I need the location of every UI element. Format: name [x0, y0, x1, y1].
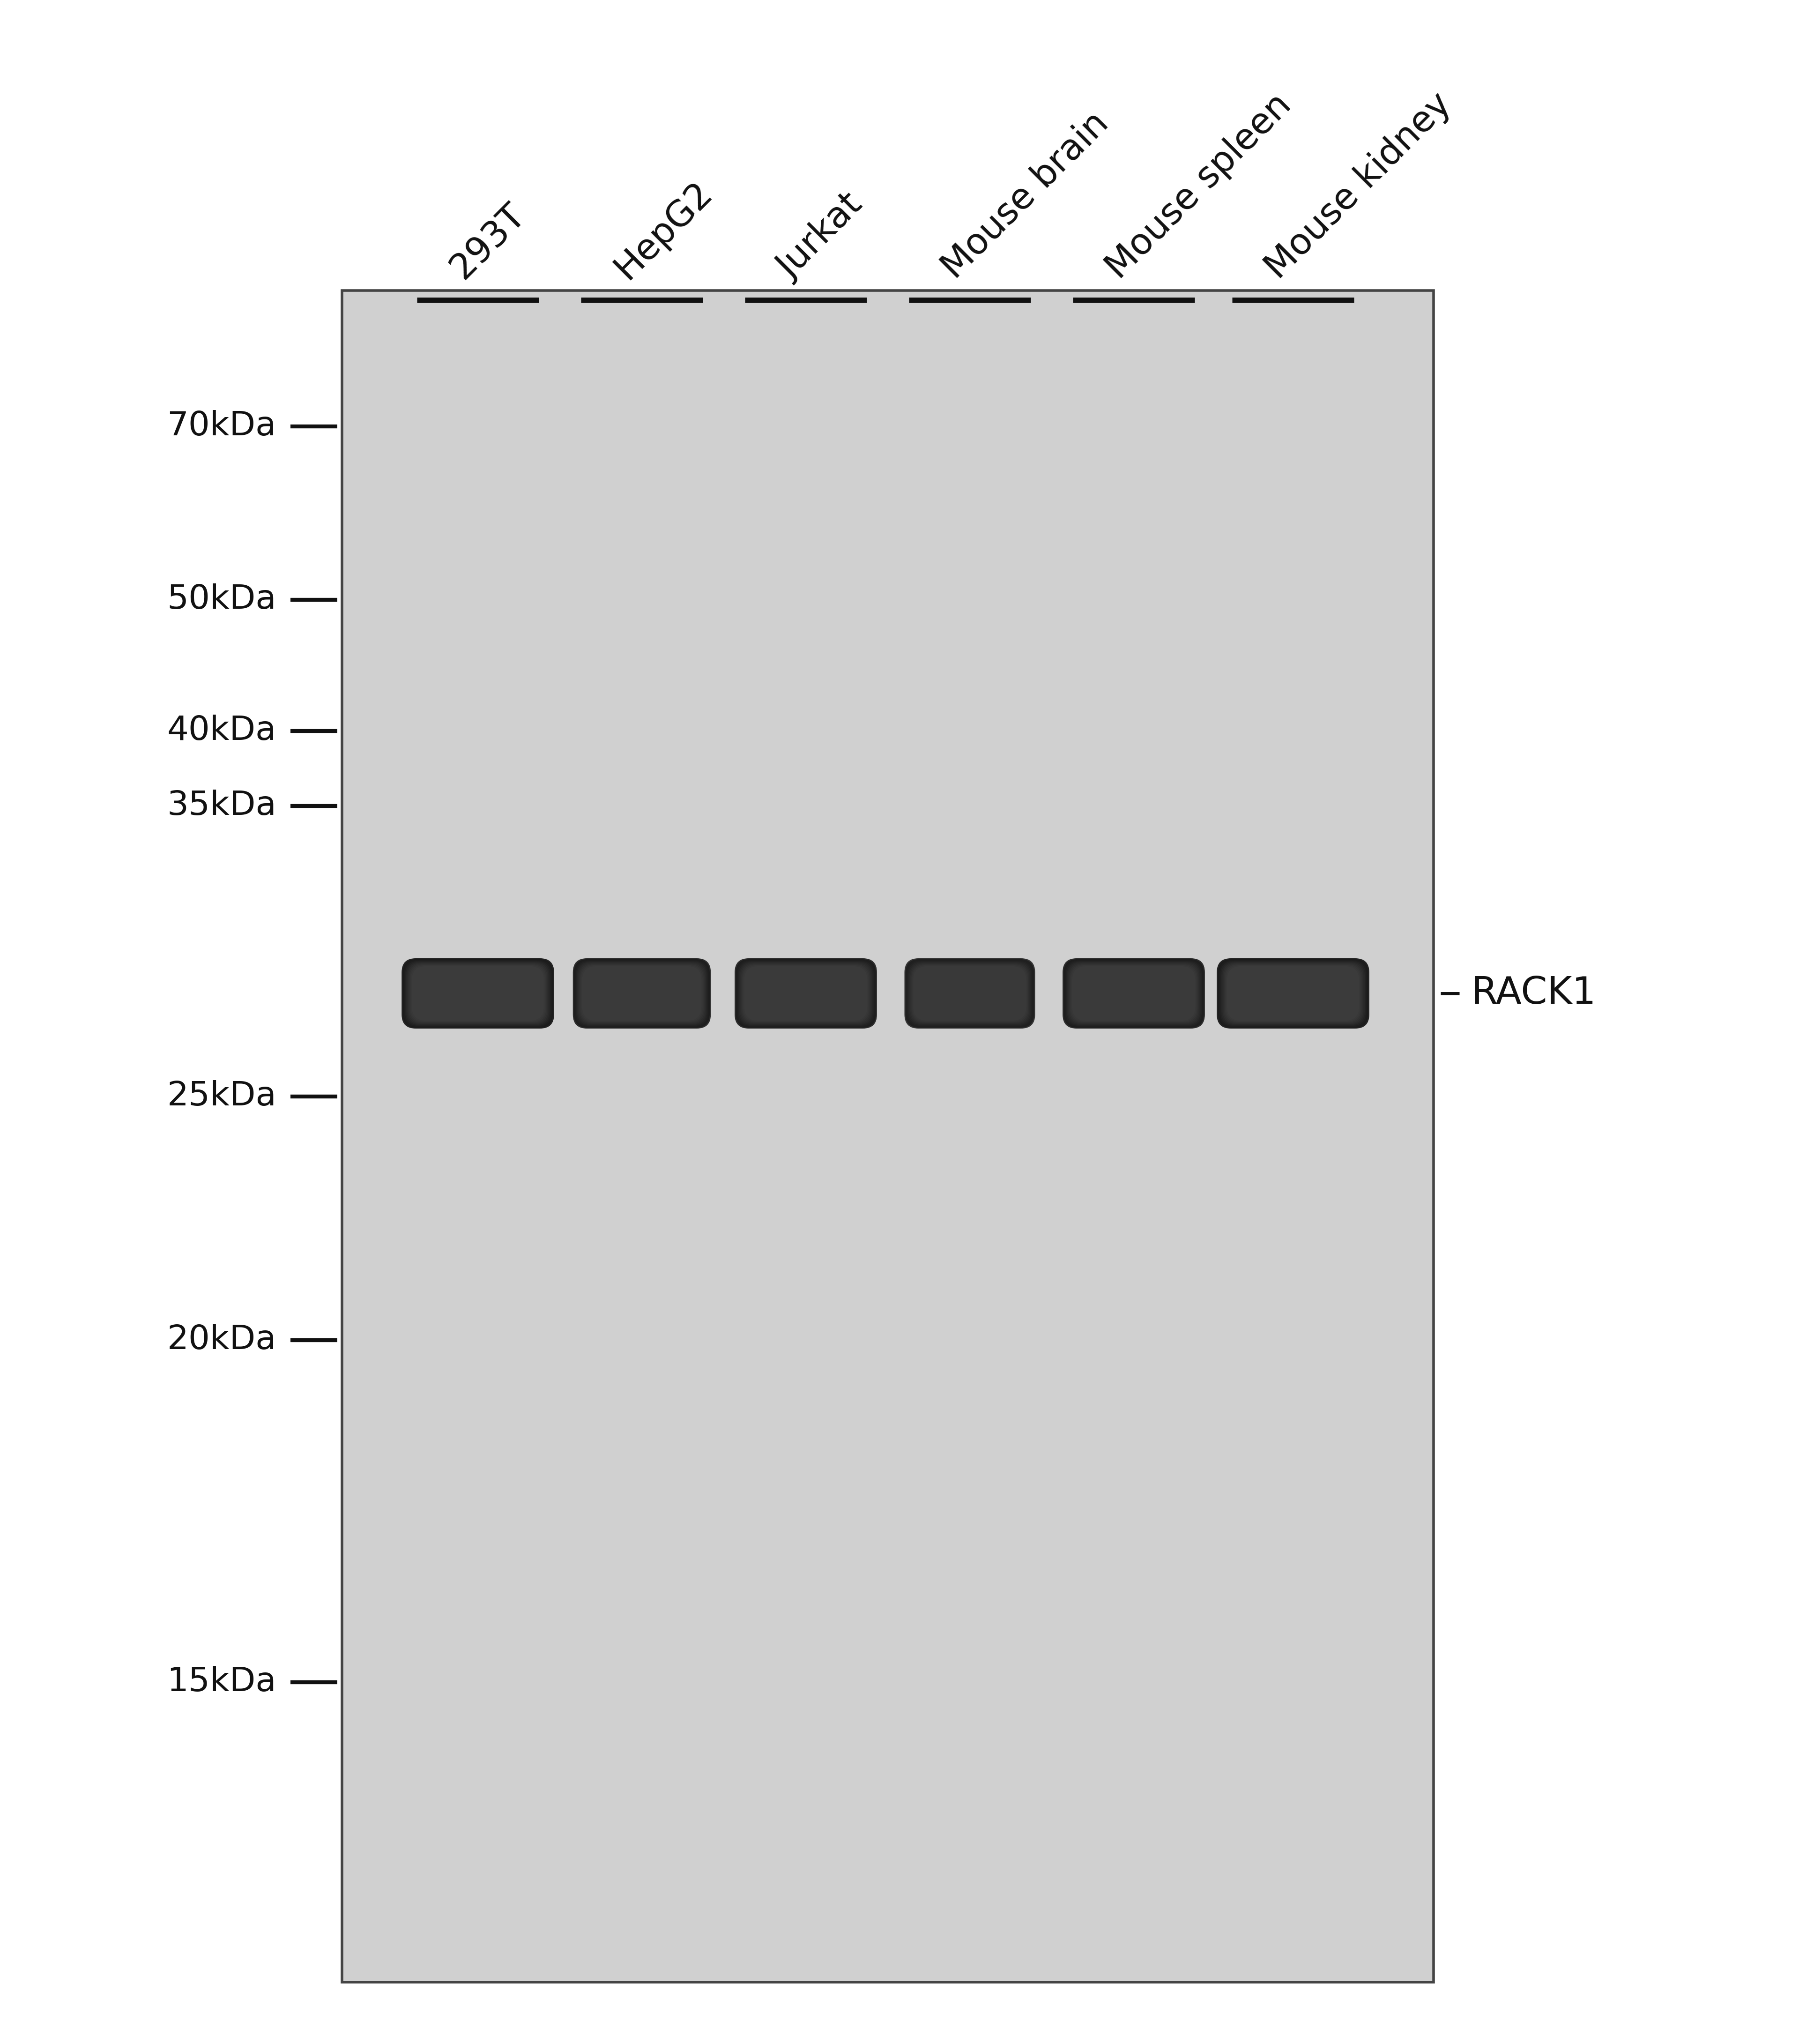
FancyBboxPatch shape [1070, 965, 1196, 1022]
FancyBboxPatch shape [912, 965, 1027, 1022]
FancyBboxPatch shape [743, 965, 869, 1022]
FancyBboxPatch shape [908, 963, 1031, 1024]
FancyBboxPatch shape [1225, 965, 1362, 1022]
Text: HepG2: HepG2 [608, 176, 720, 286]
FancyBboxPatch shape [734, 959, 876, 1028]
FancyBboxPatch shape [738, 961, 874, 1026]
FancyBboxPatch shape [407, 963, 549, 1024]
Text: 293T: 293T [444, 198, 533, 286]
FancyBboxPatch shape [410, 965, 547, 1022]
FancyBboxPatch shape [1223, 963, 1364, 1024]
FancyBboxPatch shape [412, 967, 543, 1020]
FancyBboxPatch shape [1070, 965, 1198, 1022]
FancyBboxPatch shape [912, 965, 1029, 1022]
FancyBboxPatch shape [577, 963, 705, 1024]
FancyBboxPatch shape [407, 963, 549, 1024]
Text: Mouse brain: Mouse brain [935, 106, 1115, 286]
FancyBboxPatch shape [910, 963, 1029, 1024]
FancyBboxPatch shape [738, 961, 874, 1026]
FancyBboxPatch shape [905, 959, 1034, 1028]
Text: 35kDa: 35kDa [167, 789, 277, 822]
FancyBboxPatch shape [1227, 967, 1358, 1020]
FancyBboxPatch shape [574, 959, 711, 1028]
Text: RACK1: RACK1 [1472, 975, 1596, 1012]
FancyBboxPatch shape [1220, 961, 1367, 1026]
FancyBboxPatch shape [743, 965, 869, 1022]
FancyBboxPatch shape [1225, 965, 1360, 1022]
Bar [342, 290, 1434, 1983]
FancyBboxPatch shape [1216, 959, 1369, 1028]
FancyBboxPatch shape [1223, 963, 1362, 1024]
FancyBboxPatch shape [907, 961, 1033, 1026]
FancyBboxPatch shape [745, 967, 867, 1020]
FancyBboxPatch shape [405, 961, 552, 1026]
FancyBboxPatch shape [914, 967, 1025, 1020]
FancyBboxPatch shape [739, 963, 873, 1024]
FancyBboxPatch shape [736, 959, 876, 1028]
FancyBboxPatch shape [1067, 963, 1200, 1024]
FancyBboxPatch shape [1063, 959, 1204, 1028]
FancyBboxPatch shape [577, 963, 707, 1024]
FancyBboxPatch shape [579, 965, 703, 1022]
FancyBboxPatch shape [576, 961, 709, 1026]
FancyBboxPatch shape [405, 961, 550, 1026]
FancyBboxPatch shape [1069, 963, 1200, 1024]
Text: Mouse kidney: Mouse kidney [1259, 86, 1459, 286]
FancyBboxPatch shape [583, 967, 702, 1020]
Text: 70kDa: 70kDa [167, 411, 277, 444]
FancyBboxPatch shape [410, 965, 545, 1022]
FancyBboxPatch shape [1063, 959, 1205, 1028]
Text: Mouse spleen: Mouse spleen [1099, 88, 1299, 286]
FancyBboxPatch shape [1220, 961, 1365, 1026]
Text: 15kDa: 15kDa [167, 1666, 277, 1699]
Text: 50kDa: 50kDa [167, 585, 277, 615]
FancyBboxPatch shape [401, 959, 554, 1028]
FancyBboxPatch shape [408, 963, 547, 1024]
FancyBboxPatch shape [907, 961, 1033, 1026]
FancyBboxPatch shape [1222, 963, 1365, 1024]
FancyBboxPatch shape [908, 963, 1031, 1024]
FancyBboxPatch shape [579, 963, 705, 1024]
Text: 20kDa: 20kDa [167, 1325, 277, 1357]
FancyBboxPatch shape [572, 959, 711, 1028]
FancyBboxPatch shape [581, 965, 703, 1022]
FancyBboxPatch shape [1069, 963, 1198, 1024]
Text: Jurkat: Jurkat [772, 188, 871, 286]
FancyBboxPatch shape [1218, 959, 1367, 1028]
FancyBboxPatch shape [403, 959, 552, 1028]
FancyBboxPatch shape [739, 963, 873, 1024]
FancyBboxPatch shape [1072, 967, 1195, 1020]
FancyBboxPatch shape [576, 961, 707, 1026]
Text: 40kDa: 40kDa [167, 715, 277, 748]
FancyBboxPatch shape [1065, 961, 1202, 1026]
FancyBboxPatch shape [741, 963, 871, 1024]
FancyBboxPatch shape [905, 959, 1034, 1028]
FancyBboxPatch shape [1065, 961, 1204, 1026]
Text: 25kDa: 25kDa [167, 1081, 277, 1112]
